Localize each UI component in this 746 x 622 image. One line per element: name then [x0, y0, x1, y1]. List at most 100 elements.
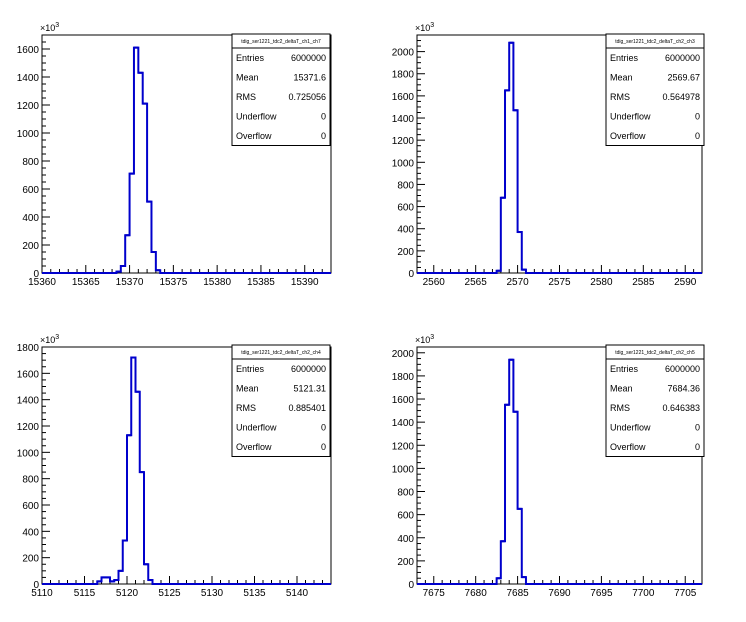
stats-value: 2569.67: [667, 73, 700, 83]
y-tick-label: 1200: [392, 441, 415, 452]
y-tick-label: 1800: [392, 70, 415, 81]
stats-title: tdig_ser1221_tdc2_deltaT_ch2_ch4: [241, 350, 321, 356]
stats-label: RMS: [610, 403, 630, 413]
x-tick-label: 2560: [423, 277, 446, 288]
y-tick-label: 0: [408, 269, 414, 280]
stats-label: Entries: [236, 364, 265, 374]
y-tick-label: 1400: [17, 73, 40, 84]
x-tick-label: 15365: [72, 277, 100, 288]
y-tick-label: 200: [22, 241, 39, 252]
stats-label: Entries: [610, 364, 639, 374]
x-tick-label: 2590: [674, 277, 697, 288]
x-tick-label: 5120: [116, 588, 139, 599]
stats-label: RMS: [236, 92, 256, 102]
histogram-panel-3: 5110 5115 5120 5125 5130 5135 5140 0 200 400 600 80…: [17, 334, 332, 599]
y-tick-label: 200: [22, 554, 39, 565]
y-tick-label: 1600: [17, 369, 40, 380]
y-tick-label: 400: [22, 213, 39, 224]
stats-value: 0.885401: [288, 403, 326, 413]
y-tick-label: 600: [22, 185, 39, 196]
stats-label: Mean: [610, 384, 633, 394]
y-tick-label: 1400: [392, 418, 415, 429]
stats-value: 15371.6: [293, 73, 326, 83]
y-tick-label: 1600: [17, 45, 40, 56]
y-tick-label: 1000: [392, 158, 415, 169]
y-exponent-label: ×103: [415, 334, 434, 345]
y-tick-label: 1600: [392, 92, 415, 103]
y-tick-label: 400: [397, 225, 414, 236]
y-tick-label: 1400: [392, 114, 415, 125]
y-tick-label: 0: [408, 580, 414, 591]
x-tick-label: 15375: [159, 277, 187, 288]
stats-title: tdig_ser1221_tdc2_deltaT_ch2_ch5: [615, 350, 695, 356]
x-tick-label: 15390: [291, 277, 319, 288]
stats-box-frame: [231, 344, 331, 457]
x-tick-label: 7695: [590, 588, 613, 599]
stats-value: 0: [321, 131, 326, 141]
stats-box-frame: [231, 33, 331, 146]
x-tick-label: 5135: [243, 588, 266, 599]
stats-value: 0: [695, 131, 700, 141]
stats-value: 7684.36: [667, 384, 700, 394]
y-tick-label: 600: [22, 501, 39, 512]
x-tick-label: 5130: [201, 588, 224, 599]
y-tick-label: 1200: [17, 422, 40, 433]
y-tick-label: 1200: [392, 136, 415, 147]
x-tick-label: 2575: [548, 277, 571, 288]
y-tick-label: 600: [397, 511, 414, 522]
x-tick-label: 7685: [506, 588, 529, 599]
x-tick-label: 15380: [203, 277, 231, 288]
y-tick-label: 0: [33, 580, 39, 591]
y-tick-label: 2000: [392, 349, 415, 360]
stats-label: Overflow: [610, 442, 646, 452]
stats-label: Mean: [236, 384, 259, 394]
y-tick-label: 1000: [392, 464, 415, 475]
x-tick-label: 5125: [158, 588, 181, 599]
x-tick-label: 2565: [465, 277, 488, 288]
y-exponent-label: ×103: [415, 22, 434, 33]
stats-box: tdig_ser1221_tdc2_deltaT_ch2_ch4 Entries 6…: [231, 344, 331, 457]
stats-box: tdig_ser1221_tdc2_deltaT_ch1_ch7 Entries 6…: [231, 33, 331, 146]
y-tick-label: 1800: [17, 343, 40, 354]
y-tick-label: 400: [22, 527, 39, 538]
x-tick-label: 5110: [31, 588, 53, 599]
stats-value: 0: [695, 112, 700, 122]
y-tick-label: 1800: [392, 372, 415, 383]
y-tick-label: 800: [397, 488, 414, 499]
x-tick-label: 2570: [506, 277, 529, 288]
x-tick-label: 15360: [28, 277, 56, 288]
y-tick-label: 1400: [17, 396, 40, 407]
histogram-panel-2: 2560 2565 2570 2575 2580 2585 2590 0 200 400 600 80…: [392, 22, 705, 288]
stats-label: RMS: [236, 403, 256, 413]
stats-label: Entries: [610, 53, 639, 63]
stats-label: Underflow: [610, 423, 651, 433]
stats-label: Entries: [236, 53, 265, 63]
y-tick-label: 2000: [392, 48, 415, 59]
y-tick-label: 1200: [17, 101, 40, 112]
y-tick-label: 800: [22, 157, 39, 168]
x-tick-label: 5140: [286, 588, 309, 599]
histogram-panel-4: 7675 7680 7685 7690 7695 7700 7705 0 200 400 600 80…: [392, 334, 705, 599]
stats-value: 6000000: [291, 53, 326, 63]
stats-value: 0: [695, 423, 700, 433]
stats-title: tdig_ser1221_tdc2_deltaT_ch1_ch7: [241, 39, 321, 45]
x-tick-label: 7700: [632, 588, 655, 599]
x-tick-label: 5115: [74, 588, 96, 599]
x-tick-label: 2580: [590, 277, 613, 288]
stats-label: Overflow: [236, 442, 272, 452]
stats-value: 0: [321, 423, 326, 433]
stats-value: 5121.31: [293, 384, 326, 394]
y-tick-label: 200: [397, 247, 414, 258]
y-tick-label: 200: [397, 557, 414, 568]
stats-label: Overflow: [610, 131, 646, 141]
x-tick-label: 7690: [548, 588, 571, 599]
x-tick-label: 7705: [674, 588, 697, 599]
stats-value: 0: [321, 442, 326, 452]
stats-label: Mean: [610, 73, 633, 83]
stats-label: Underflow: [236, 112, 277, 122]
stats-box: tdig_ser1221_tdc2_deltaT_ch2_ch5 Entries 6…: [605, 344, 705, 457]
stats-box-frame: [605, 344, 705, 457]
stats-value: 0: [695, 442, 700, 452]
y-exponent-label: ×103: [40, 334, 59, 345]
